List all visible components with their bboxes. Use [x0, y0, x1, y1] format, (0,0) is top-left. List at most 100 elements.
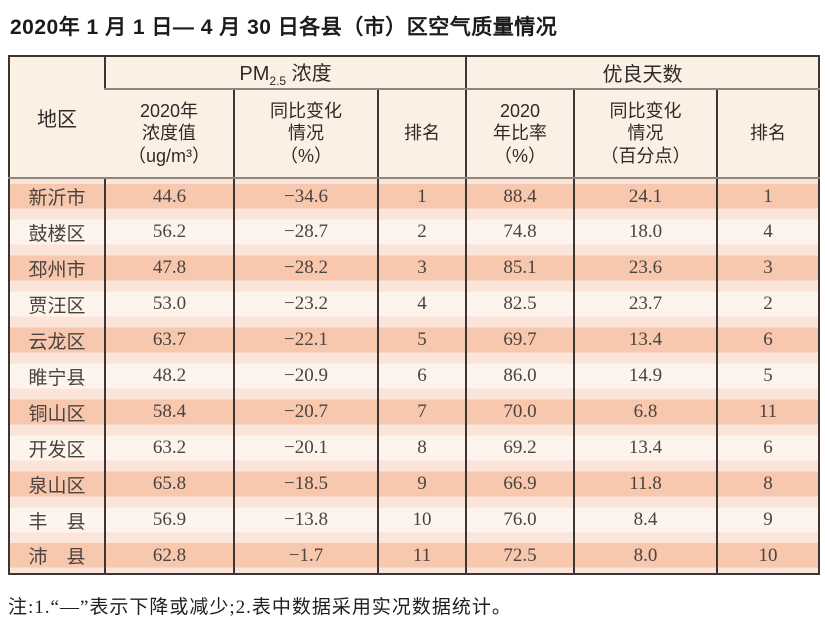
cell-pm-rank: 7 — [376, 394, 467, 430]
cell-good-change: 8.4 — [573, 502, 718, 538]
cell-good-change: 8.0 — [573, 538, 718, 574]
cell-region: 贾汪区 — [9, 286, 105, 322]
table-row: 云龙区 63.7 −22.1 5 69.7 13.4 6 — [9, 322, 820, 358]
table-row: 新沂市 44.6 −34.6 1 88.4 24.1 1 — [9, 178, 820, 214]
cell-pm-value: 44.6 — [104, 178, 234, 214]
cell-pm-value: 58.4 — [104, 394, 234, 430]
cell-good-ratio: 85.1 — [465, 250, 575, 286]
cell-good-rank: 5 — [716, 358, 820, 394]
col-header-good-change: 同比变化 情况 （百分点） — [573, 89, 718, 179]
cell-region: 睢宁县 — [9, 358, 105, 394]
cell-region: 泉山区 — [9, 466, 105, 502]
pm25-label-base: PM — [239, 63, 270, 85]
cell-pm-value: 48.2 — [104, 358, 234, 394]
cell-pm-value: 56.9 — [104, 502, 234, 538]
cell-good-ratio: 70.0 — [465, 394, 575, 430]
cell-good-ratio: 76.0 — [465, 502, 575, 538]
cell-good-ratio: 69.7 — [465, 322, 575, 358]
col-group-pm25: PM2.5 浓度 — [103, 56, 467, 90]
cell-region: 沛 县 — [9, 538, 105, 574]
cell-good-rank: 8 — [716, 466, 820, 502]
cell-pm-value: 63.2 — [104, 430, 234, 466]
cell-pm-rank: 4 — [376, 286, 467, 322]
table-body: 新沂市 44.6 −34.6 1 88.4 24.1 1 鼓楼区 56.2 −2… — [9, 178, 820, 574]
cell-good-ratio: 74.8 — [465, 214, 575, 250]
cell-pm-change: −13.8 — [233, 502, 378, 538]
cell-good-ratio: 66.9 — [465, 466, 575, 502]
cell-region: 新沂市 — [9, 178, 105, 214]
footnote: 注:1.“—”表示下降或减少;2.表中数据采用实况数据统计。 — [8, 597, 512, 618]
cell-region: 铜山区 — [9, 394, 105, 430]
col-header-good-rank: 排名 — [716, 89, 820, 179]
cell-good-rank: 1 — [716, 178, 820, 214]
cell-good-rank: 4 — [716, 214, 820, 250]
cell-good-ratio: 72.5 — [465, 538, 575, 574]
cell-good-change: 23.6 — [573, 250, 718, 286]
cell-good-change: 13.4 — [573, 322, 718, 358]
cell-pm-rank: 2 — [376, 214, 467, 250]
table-row: 铜山区 58.4 −20.7 7 70.0 6.8 11 — [9, 394, 820, 430]
cell-pm-rank: 11 — [376, 538, 467, 574]
cell-good-rank: 2 — [716, 286, 820, 322]
col-header-pm-value: 2020年 浓度值 （ug/m³） — [105, 89, 234, 179]
col-group-good-days: 优良天数 — [465, 56, 820, 90]
table-row: 睢宁县 48.2 −20.9 6 86.0 14.9 5 — [9, 358, 820, 394]
cell-good-change: 23.7 — [573, 286, 718, 322]
cell-region: 鼓楼区 — [9, 214, 105, 250]
cell-good-rank: 11 — [716, 394, 820, 430]
cell-good-change: 11.8 — [573, 466, 718, 502]
cell-pm-change: −28.2 — [233, 250, 378, 286]
table-row: 沛 县 62.8 −1.7 11 72.5 8.0 10 — [9, 538, 820, 574]
col-header-pm-rank: 排名 — [376, 89, 467, 179]
cell-pm-value: 62.8 — [104, 538, 234, 574]
cell-good-rank: 6 — [716, 322, 820, 358]
cell-good-ratio: 86.0 — [465, 358, 575, 394]
cell-good-ratio: 88.4 — [465, 178, 575, 214]
cell-good-change: 6.8 — [573, 394, 718, 430]
cell-pm-change: −34.6 — [233, 178, 378, 214]
cell-pm-rank: 8 — [376, 430, 467, 466]
cell-good-change: 14.9 — [573, 358, 718, 394]
cell-pm-rank: 3 — [376, 250, 467, 286]
table-row: 邳州市 47.8 −28.2 3 85.1 23.6 3 — [9, 250, 820, 286]
header-group-row: 地区 PM2.5 浓度 优良天数 — [9, 56, 820, 179]
cell-pm-rank: 10 — [376, 502, 467, 538]
cell-good-ratio: 82.5 — [465, 286, 575, 322]
cell-region: 丰 县 — [9, 502, 105, 538]
cell-good-ratio: 69.2 — [465, 430, 575, 466]
cell-good-rank: 9 — [716, 502, 820, 538]
cell-good-change: 13.4 — [573, 430, 718, 466]
page-title: 2020年 1 月 1 日— 4 月 30 日各县（市）区空气质量情况 — [10, 16, 558, 39]
cell-pm-value: 63.7 — [104, 322, 234, 358]
col-header-pm-change: 同比变化 情况 （%） — [233, 89, 378, 179]
cell-pm-value: 56.2 — [104, 214, 234, 250]
cell-pm-change: −22.1 — [233, 322, 378, 358]
cell-pm-change: −20.7 — [233, 394, 378, 430]
cell-pm-rank: 5 — [376, 322, 467, 358]
cell-region: 云龙区 — [9, 322, 105, 358]
table-row: 贾汪区 53.0 −23.2 4 82.5 23.7 2 — [9, 286, 820, 322]
cell-pm-change: −18.5 — [233, 466, 378, 502]
cell-pm-change: −20.1 — [233, 430, 378, 466]
table-row: 开发区 63.2 −20.1 8 69.2 13.4 6 — [9, 430, 820, 466]
col-header-region: 地区 — [9, 56, 105, 179]
cell-good-rank: 3 — [716, 250, 820, 286]
cell-pm-change: −1.7 — [233, 538, 378, 574]
cell-pm-value: 53.0 — [104, 286, 234, 322]
cell-pm-change: −23.2 — [233, 286, 378, 322]
cell-pm-rank: 6 — [376, 358, 467, 394]
cell-good-change: 18.0 — [573, 214, 718, 250]
pm25-label-rest: 浓度 — [286, 63, 332, 85]
cell-good-change: 24.1 — [573, 178, 718, 214]
cell-region: 开发区 — [9, 430, 105, 466]
cell-good-rank: 10 — [716, 538, 820, 574]
table-row: 泉山区 65.8 −18.5 9 66.9 11.8 8 — [9, 466, 820, 502]
table-header: 地区 PM2.5 浓度 优良天数 2020年 浓度值 （ug/m³） 同比变化 … — [9, 56, 820, 179]
table-row: 丰 县 56.9 −13.8 10 76.0 8.4 9 — [9, 502, 820, 538]
cell-pm-value: 65.8 — [104, 466, 234, 502]
col-header-good-ratio: 2020 年比率 （%） — [465, 89, 575, 179]
cell-pm-rank: 9 — [376, 466, 467, 502]
table-row: 鼓楼区 56.2 −28.7 2 74.8 18.0 4 — [9, 214, 820, 250]
cell-pm-change: −20.9 — [233, 358, 378, 394]
